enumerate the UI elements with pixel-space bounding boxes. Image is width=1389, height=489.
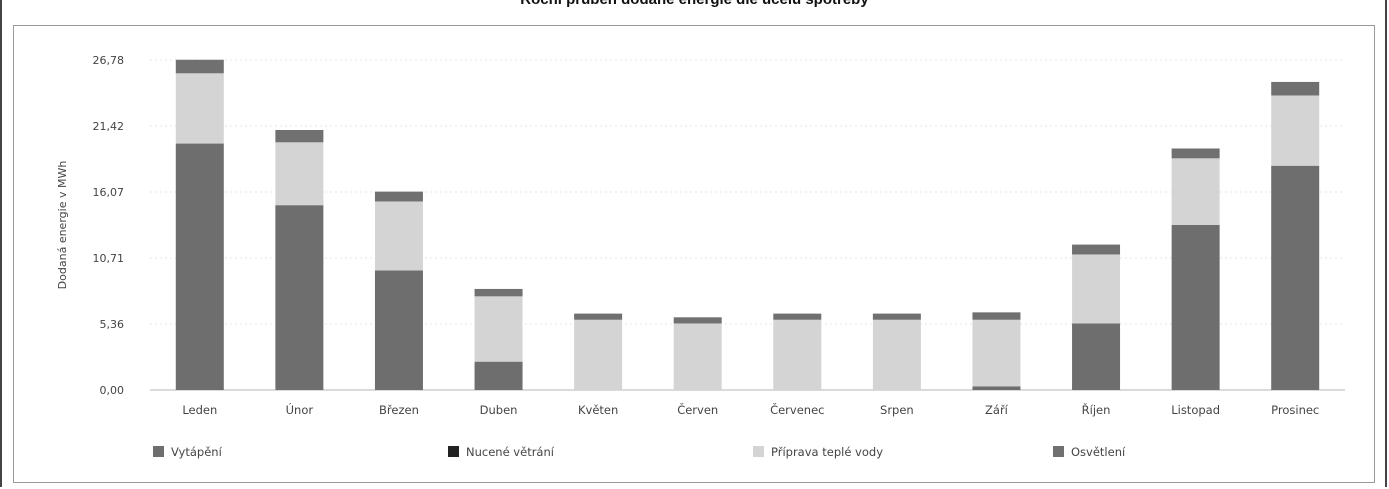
legend-swatch (1053, 446, 1064, 457)
y-tick-label: 26,78 (93, 54, 125, 67)
bar-segment (1171, 158, 1220, 225)
x-tick-label: Květen (578, 403, 618, 417)
bar-segment (474, 361, 523, 390)
y-axis-title: Dodaná energie v MWh (56, 161, 69, 290)
x-tick-label: Srpen (880, 403, 914, 417)
bar-segment (872, 319, 921, 390)
x-tick-label: Prosinec (1271, 403, 1319, 417)
x-tick-label: Leden (182, 403, 217, 417)
legend-label: Příprava teplé vody (771, 445, 883, 459)
chart-area (13, 25, 1375, 483)
gridlines (150, 59, 1345, 391)
bar-segment (374, 191, 423, 202)
y-tick-label: 5,36 (100, 318, 125, 331)
bar-segment (1171, 148, 1220, 159)
bar-segment (673, 317, 722, 324)
bar-segment (374, 270, 423, 390)
legend: Vytápění Nucené větrání Příprava teplé vod… (153, 445, 1126, 459)
bar-segment (1072, 244, 1121, 255)
bar-segment (773, 313, 822, 320)
bar-segment (1072, 254, 1121, 324)
bar-segment (1271, 81, 1320, 96)
y-tick-label: 16,07 (93, 186, 125, 199)
bar-segment (1271, 95, 1320, 166)
x-tick-label: Září (985, 403, 1009, 417)
bar-segment (1171, 224, 1220, 390)
bar-segment (275, 129, 324, 143)
bar-segment (972, 319, 1021, 387)
y-tick-label: 0,00 (100, 384, 125, 397)
bar-segment (872, 313, 921, 320)
legend-label: Nucené větrání (466, 445, 555, 459)
x-tick-label: Červen (677, 402, 718, 417)
bar-segment (374, 201, 423, 271)
legend-label: Vytápění (171, 445, 223, 459)
bar-segment (175, 143, 224, 390)
x-axis-categories: Leden Únor Březen Duben Květen Červen Červenec… (182, 402, 1319, 417)
bar-segment (1072, 323, 1121, 390)
bar-segment (574, 319, 623, 390)
bar-segment (773, 319, 822, 390)
legend-swatch (753, 446, 764, 457)
bar-segment (275, 205, 324, 390)
x-tick-label: Únor (286, 402, 314, 417)
legend-label: Osvětlení (1071, 445, 1126, 459)
bar-segment (474, 296, 523, 362)
bar-segment (275, 142, 324, 206)
bar-segment (175, 73, 224, 144)
bar-segment (673, 323, 722, 390)
x-tick-label: Březen (379, 403, 419, 417)
x-tick-label: Duben (480, 403, 518, 417)
bar-segment (972, 312, 1021, 320)
x-tick-label: Listopad (1171, 403, 1220, 417)
y-tick-label: 10,71 (93, 252, 125, 265)
bar-segment (574, 313, 623, 320)
bar-segment (972, 386, 1021, 390)
x-tick-label: Říjen (1082, 402, 1111, 417)
y-tick-label: 21,42 (93, 120, 125, 133)
chart-title: Roční průběh dodané energie dle účelu sp… (0, 0, 1389, 8)
bar-segment (175, 59, 224, 74)
legend-swatch (153, 446, 164, 457)
y-axis-ticks: 0,00 5,36 10,71 16,07 21,42 26,78 (93, 54, 125, 397)
bars (175, 59, 1320, 390)
bar-segment (1271, 165, 1320, 390)
bar-segment (474, 288, 523, 297)
x-tick-label: Červenec (770, 402, 824, 417)
legend-swatch (448, 446, 459, 457)
